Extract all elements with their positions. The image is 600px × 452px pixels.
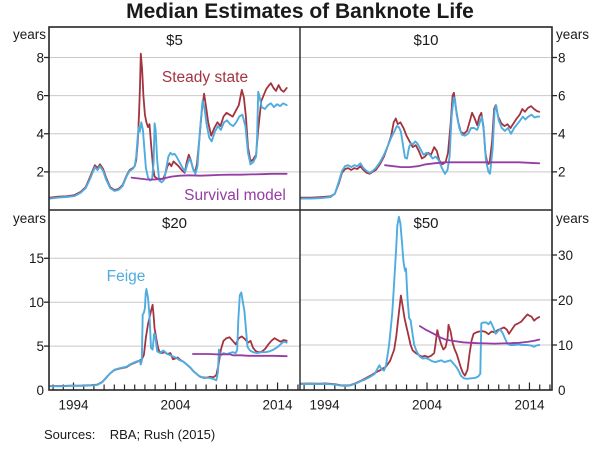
y-tick-label: 2 bbox=[36, 165, 44, 180]
y-tick-label: 6 bbox=[36, 88, 44, 103]
x-tick-label: 1994 bbox=[310, 398, 341, 413]
series-line-steady-state bbox=[300, 294, 541, 387]
x-tick-label: 2004 bbox=[160, 398, 191, 413]
panel-series-group bbox=[300, 215, 541, 387]
y-tick-label: 30 bbox=[558, 248, 573, 263]
x-tick-label: 2004 bbox=[412, 398, 443, 413]
series-label-survival-model: Survival model bbox=[184, 187, 286, 204]
y-tick-label: 10 bbox=[558, 338, 573, 353]
y-tick-label: 8 bbox=[558, 50, 566, 65]
series-line-steady-state bbox=[300, 91, 541, 199]
source-note: Sources: RBA; Rush (2015) bbox=[44, 427, 216, 442]
series-line-survival-model bbox=[191, 353, 288, 358]
panel-series-group bbox=[300, 91, 541, 200]
series-line-feige bbox=[300, 215, 541, 387]
y-tick-label: 4 bbox=[36, 127, 44, 142]
y-tick-label: 10 bbox=[29, 295, 44, 310]
y-tick-label: 4 bbox=[558, 127, 566, 142]
y-tick-label: 2 bbox=[558, 165, 566, 180]
series-line-survival-model bbox=[130, 172, 288, 181]
series-line-feige bbox=[49, 288, 288, 388]
panel-title-20-dollar: $20 bbox=[161, 215, 188, 232]
y-tick-label: 8 bbox=[36, 50, 44, 65]
y-axis-unit-top-left: years bbox=[12, 27, 46, 42]
series-label-steady-state: Steady state bbox=[161, 69, 249, 86]
x-tick-label: 1994 bbox=[58, 398, 89, 413]
y-tick-label: 5 bbox=[36, 339, 44, 354]
series-line-survival-model bbox=[384, 161, 541, 169]
panel-title-10-dollar: $10 bbox=[413, 32, 439, 49]
y-tick-label: 6 bbox=[558, 88, 566, 103]
y-tick-label: 15 bbox=[29, 251, 44, 266]
chart-title: Median Estimates of Banknote Life bbox=[126, 0, 474, 23]
y-axis-unit-bottom-right: years bbox=[556, 211, 590, 226]
series-line-survival-model bbox=[418, 325, 541, 345]
series-line-feige bbox=[49, 90, 288, 200]
panel-title-5-dollar: $5 bbox=[166, 32, 183, 49]
x-tick-label: 2014 bbox=[263, 398, 294, 413]
panel-series-group bbox=[49, 52, 288, 200]
panel-series-group bbox=[49, 288, 288, 388]
y-axis-unit-top-right: years bbox=[556, 27, 590, 42]
x-tick-label: 2014 bbox=[514, 398, 545, 413]
panel-title-50-dollar: $50 bbox=[413, 215, 439, 232]
y-axis-unit-bottom-left: years bbox=[12, 211, 46, 226]
y-tick-label: 20 bbox=[558, 293, 573, 308]
series-line-steady-state bbox=[49, 303, 288, 387]
y-tick-label: 0 bbox=[558, 383, 566, 398]
series-line-feige bbox=[300, 96, 541, 200]
series-label-feige: Feige bbox=[106, 268, 146, 285]
y-tick-label: 0 bbox=[36, 383, 44, 398]
